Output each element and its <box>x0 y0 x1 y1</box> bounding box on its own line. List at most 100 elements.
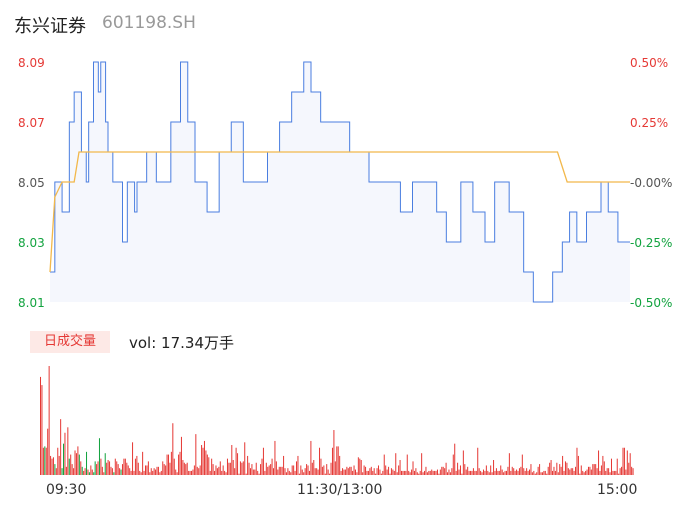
volume-bar <box>84 468 86 475</box>
volume-bar <box>265 462 267 475</box>
volume-bar <box>516 469 518 475</box>
volume-bar <box>342 468 344 475</box>
volume-bar <box>74 450 76 476</box>
volume-bar <box>385 465 387 475</box>
volume-bar <box>241 462 243 475</box>
volume-bar <box>226 458 228 475</box>
volume-bar <box>191 470 193 475</box>
volume-bar <box>386 469 388 475</box>
volume-bar <box>576 447 578 475</box>
volume-bar <box>392 469 394 475</box>
volume-bar <box>297 455 299 475</box>
volume-bar <box>424 470 426 475</box>
volume-bar <box>86 451 88 475</box>
volume-bar <box>132 442 134 475</box>
volume-bar <box>71 464 73 475</box>
volume-bar <box>477 447 479 475</box>
volume-bar <box>569 469 571 475</box>
volume-bar <box>219 461 221 476</box>
volume-bar <box>507 466 509 475</box>
volume-bar <box>277 469 279 475</box>
volume-bar <box>625 469 627 475</box>
volume-bar <box>503 472 505 475</box>
volume-bar <box>140 472 142 475</box>
volume-bar <box>592 464 594 475</box>
volume-bar <box>81 466 83 475</box>
volume-bar <box>44 446 46 475</box>
volume-bar <box>344 469 346 475</box>
volume-bar <box>239 461 241 476</box>
volume-bar <box>170 451 172 475</box>
volume-bar <box>517 470 519 475</box>
volume-bar <box>129 468 131 475</box>
volume-bar <box>237 453 239 475</box>
volume-bar <box>356 472 358 475</box>
volume-bar <box>366 470 368 475</box>
volume-bar <box>78 454 80 475</box>
volume-bar <box>605 470 607 475</box>
volume-bar <box>268 465 270 475</box>
volume-bar <box>126 462 128 475</box>
volume-bar <box>157 466 159 475</box>
volume-bar <box>439 469 441 475</box>
volume-bar <box>359 458 361 475</box>
volume-bar <box>80 461 82 476</box>
volume-bar <box>365 466 367 475</box>
volume-bar <box>52 457 54 475</box>
volume-bar <box>490 465 492 475</box>
volume-bar <box>380 473 382 475</box>
volume-bar <box>618 473 620 475</box>
volume-bar <box>610 458 612 475</box>
volume-bar <box>291 465 293 475</box>
volume-bar <box>283 455 285 475</box>
volume-bar <box>238 473 240 475</box>
volume-bar <box>389 473 391 475</box>
volume-bar <box>218 466 220 475</box>
volume-bar <box>199 465 201 475</box>
volume-bar <box>587 466 589 475</box>
volume-bar <box>254 469 256 475</box>
volume-bar <box>70 454 72 475</box>
volume-bar <box>461 473 463 475</box>
volume-bar <box>229 462 231 475</box>
volume-bar <box>536 472 538 475</box>
pct-axis-label-bottom: -0.50% <box>630 296 673 310</box>
volume-bar <box>54 464 56 475</box>
volume-bar <box>621 466 623 475</box>
volume-bar <box>248 462 250 475</box>
volume-bar <box>324 473 326 475</box>
volume-bar <box>326 464 328 475</box>
volume-bar <box>458 469 460 475</box>
volume-bar <box>337 446 339 475</box>
volume-bar <box>57 447 59 475</box>
volume-bar <box>428 470 430 475</box>
volume-bar <box>432 470 434 475</box>
volume-bar <box>375 473 377 475</box>
volume-bar <box>537 466 539 475</box>
volume-bar <box>331 447 333 475</box>
volume-bar <box>406 454 408 475</box>
volume-bar <box>626 450 628 476</box>
volume-bar <box>447 472 449 475</box>
volume-bar <box>214 470 216 475</box>
volume-bar <box>271 458 273 475</box>
volume-bar <box>142 451 144 475</box>
volume-bar <box>612 470 614 475</box>
volume-bar <box>520 466 522 475</box>
volume-bar <box>270 464 272 475</box>
volume-bar <box>619 468 621 475</box>
volume-bar <box>388 466 390 475</box>
volume-bar <box>114 458 116 475</box>
volume-bar <box>130 470 132 475</box>
volume-bar <box>480 470 482 475</box>
volume-readout: vol: 17.34万手 <box>129 334 234 352</box>
volume-bar <box>444 468 446 475</box>
volume-bar <box>317 469 319 475</box>
volume-bar <box>575 466 577 475</box>
volume-bar <box>104 453 106 475</box>
volume-bar <box>377 465 379 475</box>
time-label-close: 15:00 <box>597 482 638 498</box>
volume-bar <box>110 466 112 475</box>
volume-bar <box>491 472 493 475</box>
volume-bar <box>287 468 289 475</box>
